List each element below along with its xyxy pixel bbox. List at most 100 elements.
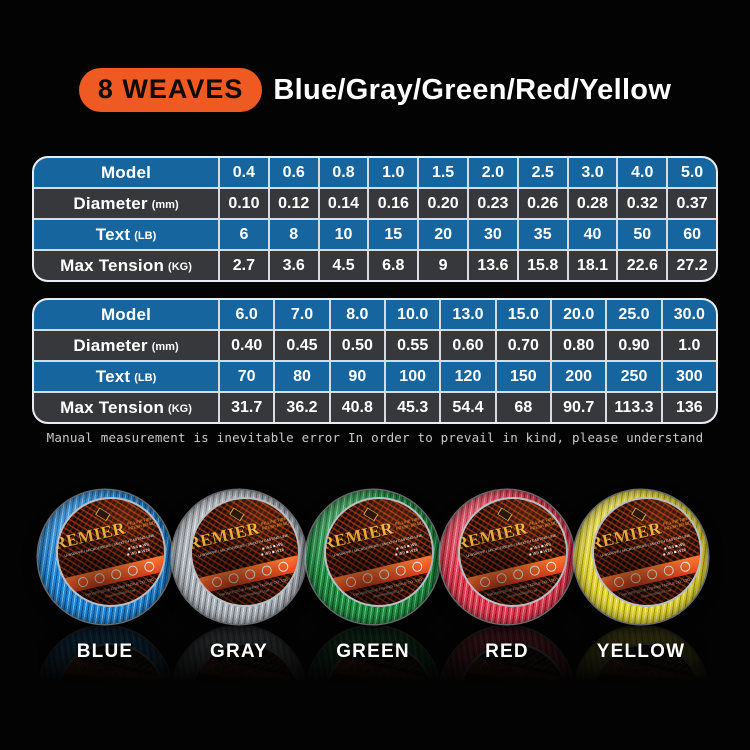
table-cell: 3.6	[269, 251, 318, 280]
fishing-line-spool: PREMIER PE LINE FIBER FRESH BRAID U-WRAP…	[440, 486, 579, 624]
table-cell: 300	[662, 362, 716, 391]
row-label-text: Text	[95, 366, 131, 386]
row-label-text: Model	[100, 162, 152, 182]
table-cell: 70	[220, 362, 274, 391]
table-cell: 30.0	[662, 300, 716, 329]
row-unit: (LB)	[134, 371, 157, 384]
weave-marks: ■ W4 ■ W8 ■ W9 ■ W16	[662, 542, 687, 558]
table-cell: 25.0	[607, 300, 661, 329]
weave-marks: ■ W4 ■ W8 ■ W9 ■ W16	[260, 542, 285, 558]
row-label: Text (LB)	[34, 220, 218, 249]
color-list-title: Blue/Gray/Green/Red/Yellow	[273, 73, 672, 106]
table-cell: 2.7	[220, 251, 268, 280]
table-cell: 0.80	[551, 331, 606, 360]
table-cell: 18.1	[568, 251, 617, 280]
table-cell: 5.0	[668, 158, 716, 187]
feature-circle-icon	[76, 575, 89, 588]
table-cell: 0.37	[668, 189, 716, 218]
table-cell: 0.6	[269, 158, 318, 187]
table-cell: 13.6	[468, 251, 517, 280]
feature-circle-icon	[378, 567, 391, 580]
fishing-line-spool: PREMIER PE LINE FIBER FRESH BRAID U-WRAP…	[574, 486, 713, 624]
feature-circle-icon	[277, 560, 290, 573]
feature-circle-icon	[545, 560, 558, 573]
table-cell: 150	[496, 362, 550, 391]
fishing-line-spool: PREMIER PE LINE FIBER FRESH BRAID U-WRAP…	[172, 486, 311, 624]
table-cell: 7.0	[275, 300, 329, 329]
row-label-text: Diameter	[73, 335, 148, 355]
table-cell: 0.45	[275, 331, 329, 360]
brand-crest-icon	[362, 507, 378, 521]
row-label-text: Text	[95, 224, 131, 244]
header: 8 WEAVES Blue/Gray/Green/Red/Yellow	[0, 68, 750, 112]
row-label-text: Max Tension	[60, 397, 165, 417]
feature-circle-icon	[478, 575, 491, 588]
table-cell: 0.55	[385, 331, 440, 360]
measurement-note: Manual measurement is inevitable error I…	[46, 430, 704, 445]
table-cell: 35	[518, 220, 567, 249]
table-row: Diameter (mm) 0.10 0.12 0.14 0.16 0.20 0.23 0.26…	[34, 189, 716, 218]
table-cell: 1.5	[419, 158, 467, 187]
table-cell: 40.8	[330, 393, 384, 422]
weaves-badge: 8 WEAVES	[78, 68, 263, 112]
spool-unit: PREMIER PE LINE FIBER FRESH BRAID U-WRAP…	[172, 486, 311, 663]
row-label-text: Model	[100, 304, 152, 324]
feature-circle-icon	[495, 571, 508, 584]
table-row: Model 6.0 7.0 8.0 10.0 13.0 15.0 20.0 25.0 30.0	[34, 300, 716, 329]
feature-circle-icon	[512, 567, 525, 580]
feature-circle-icon	[662, 564, 675, 577]
table-row: Max Tension (KG) 31.7 36.2 40.8 45.3 54.4 68 90.…	[34, 393, 716, 422]
row-unit: (LB)	[134, 229, 157, 242]
spec-tables: Model 0.4 0.6 0.8 1.0 1.5 2.0 2.5 3.0 4.0 5.0 Diame…	[32, 156, 718, 440]
table-cell: 0.8	[319, 158, 368, 187]
weave-marks: ■ W4 ■ W8 ■ W9 ■ W16	[528, 542, 553, 558]
table-cell: 0.28	[568, 189, 617, 218]
spool-color-name: BLUE	[76, 641, 134, 662]
table-cell: 10	[319, 220, 368, 249]
row-label: Diameter (mm)	[34, 189, 218, 218]
table-cell: 20	[419, 220, 467, 249]
feature-circle-icon	[629, 571, 642, 584]
table-cell: 31.7	[220, 393, 274, 422]
table-cell: 36.2	[275, 393, 329, 422]
table-cell: 90.7	[551, 393, 606, 422]
row-unit: (mm)	[151, 198, 179, 211]
table-cell: 68	[496, 393, 550, 422]
table-row: Text (LB) 6 8 10 15 20 30 35 40 50 60	[34, 220, 716, 249]
table-cell: 0.26	[518, 189, 567, 218]
brand-side-text: PE LINE FIBER FRESH BRAID	[663, 516, 693, 532]
table-cell: 100	[385, 362, 440, 391]
table-cell: 15	[369, 220, 418, 249]
row-label: Text (LB)	[34, 362, 218, 391]
brand-crest-icon	[228, 507, 244, 521]
weave-marks: ■ W4 ■ W8 ■ W9 ■ W16	[126, 542, 151, 558]
table-cell: 10.0	[385, 300, 440, 329]
feature-circle-icon	[210, 575, 223, 588]
table-cell: 0.23	[468, 189, 517, 218]
fishing-line-spool: PREMIER PE LINE FIBER FRESH BRAID U-WRAP…	[38, 486, 177, 624]
brand-side-text: PE LINE FIBER FRESH BRAID	[127, 516, 157, 532]
table-cell: 8	[269, 220, 318, 249]
spool-unit: PREMIER PE LINE FIBER FRESH BRAID U-WRAP…	[306, 486, 445, 663]
table-cell: 4.5	[319, 251, 368, 280]
feature-circle-icon	[361, 571, 374, 584]
feature-circle-icon	[260, 564, 273, 577]
table-cell: 0.32	[618, 189, 667, 218]
spool-color-name: RED	[485, 641, 529, 662]
feature-circle-icon	[612, 575, 625, 588]
table-cell: 0.60	[441, 331, 495, 360]
table-cell: 1.0	[369, 158, 418, 187]
feature-circle-icon	[646, 567, 659, 580]
table-cell: 1.0	[662, 331, 716, 360]
brand-crest-icon	[630, 507, 646, 521]
table-row: Max Tension (KG) 2.7 3.6 4.5 6.8 9 13.6 15.8 18.1…	[34, 251, 716, 280]
table-cell: 20.0	[551, 300, 606, 329]
feature-circle-icon	[227, 571, 240, 584]
feature-circle-icon	[528, 564, 541, 577]
weave-marks: ■ W4 ■ W8 ■ W9 ■ W16	[394, 542, 419, 558]
row-label: Model	[34, 300, 218, 329]
spec-table-large-sizes: Model 6.0 7.0 8.0 10.0 13.0 15.0 20.0 25.0 30.0 Di…	[32, 298, 718, 424]
spool-unit: PREMIER PE LINE FIBER FRESH BRAID U-WRAP…	[574, 486, 713, 663]
table-cell: 45.3	[385, 393, 440, 422]
table-cell: 27.2	[668, 251, 716, 280]
